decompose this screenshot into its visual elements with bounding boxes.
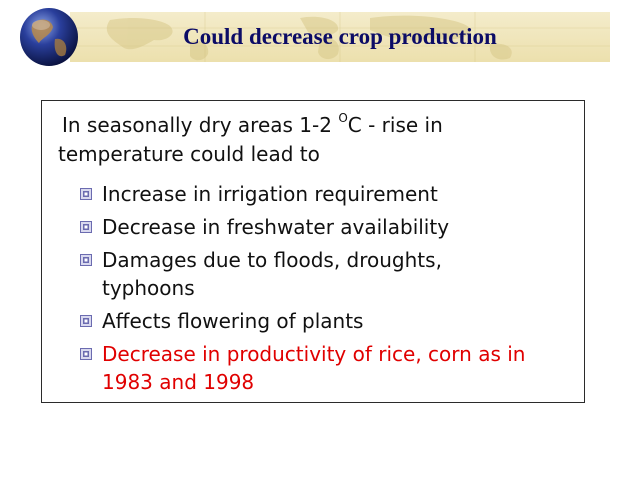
intro-line2: temperature could lead to: [58, 142, 320, 166]
bullet-text: Affects flowering of plants: [102, 309, 364, 333]
content-box: In seasonally dry areas 1-2 OC - rise in…: [41, 100, 585, 403]
bullet-item: Affects flowering of plants: [80, 307, 580, 335]
bullet-text-continued: typhoons: [102, 276, 195, 300]
square-bullet-icon: [80, 188, 92, 200]
bullet-text: Damages due to floods, droughts,: [102, 248, 442, 272]
slide-title: Could decrease crop production: [183, 24, 497, 49]
bullet-item: Increase in irrigation requirement: [80, 180, 580, 208]
intro-text: In seasonally dry areas 1-2 OC - rise in…: [58, 111, 562, 169]
world-map-watermark-icon: [70, 12, 610, 62]
globe-icon: [20, 8, 78, 66]
bullet-text-continued: 1983 and 1998: [102, 370, 255, 394]
bullet-list: Increase in irrigation requirement Decre…: [80, 180, 580, 401]
square-bullet-icon: [80, 348, 92, 360]
bullet-text: Decrease in freshwater availability: [102, 215, 450, 239]
title-bar: Could decrease crop production: [70, 12, 610, 62]
degree-superscript: O: [338, 111, 348, 125]
bullet-text: Decrease in productivity of rice, corn a…: [102, 342, 526, 366]
bullet-item-highlighted: Decrease in productivity of rice, corn a…: [80, 340, 580, 396]
square-bullet-icon: [80, 221, 92, 233]
square-bullet-icon: [80, 315, 92, 327]
bullet-item: Damages due to floods, droughts, typhoon…: [80, 246, 580, 302]
intro-line1-before: In seasonally dry areas 1-2: [62, 113, 339, 137]
bullet-text: Increase in irrigation requirement: [102, 182, 438, 206]
bullet-item: Decrease in freshwater availability: [80, 213, 580, 241]
square-bullet-icon: [80, 254, 92, 266]
intro-line1-after: C - rise in: [347, 113, 443, 137]
